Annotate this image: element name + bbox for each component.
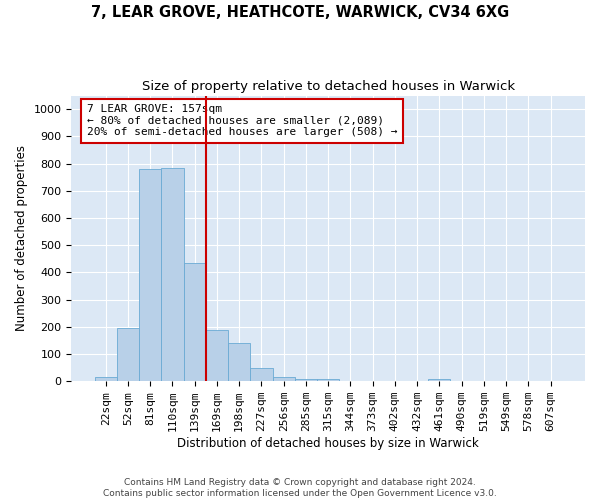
Bar xyxy=(295,378,317,381)
Bar xyxy=(272,377,295,381)
Bar xyxy=(428,378,451,381)
X-axis label: Distribution of detached houses by size in Warwick: Distribution of detached houses by size … xyxy=(177,437,479,450)
Bar xyxy=(250,368,272,381)
Bar xyxy=(317,378,339,381)
Bar xyxy=(139,169,161,381)
Bar xyxy=(206,330,228,381)
Text: 7 LEAR GROVE: 157sqm
← 80% of detached houses are smaller (2,089)
20% of semi-de: 7 LEAR GROVE: 157sqm ← 80% of detached h… xyxy=(86,104,397,138)
Text: 7, LEAR GROVE, HEATHCOTE, WARWICK, CV34 6XG: 7, LEAR GROVE, HEATHCOTE, WARWICK, CV34 … xyxy=(91,5,509,20)
Text: Contains HM Land Registry data © Crown copyright and database right 2024.
Contai: Contains HM Land Registry data © Crown c… xyxy=(103,478,497,498)
Bar xyxy=(184,263,206,381)
Y-axis label: Number of detached properties: Number of detached properties xyxy=(15,146,28,332)
Bar xyxy=(117,328,139,381)
Bar xyxy=(95,377,117,381)
Title: Size of property relative to detached houses in Warwick: Size of property relative to detached ho… xyxy=(142,80,515,93)
Bar xyxy=(161,168,184,381)
Bar xyxy=(228,343,250,381)
